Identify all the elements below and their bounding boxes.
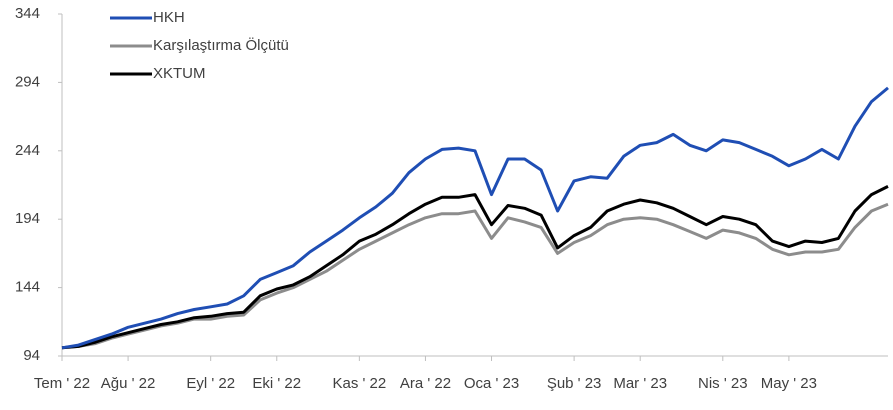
x-tick-label: Oca ' 23 [464, 375, 519, 392]
x-tick-label: Kas ' 22 [332, 375, 386, 392]
legend-label: HKH [153, 9, 185, 26]
x-tick-label: Ara ' 22 [400, 375, 451, 392]
x-tick-label: Eki ' 22 [252, 375, 301, 392]
x-tick-label: Mar ' 23 [613, 375, 667, 392]
y-tick-label: 94 [23, 347, 40, 364]
x-tick-label: Eyl ' 22 [186, 375, 235, 392]
y-tick-label: 244 [15, 142, 40, 159]
y-tick-label: 294 [15, 73, 40, 90]
y-tick-label: 144 [15, 279, 40, 296]
x-tick-label: Nis ' 23 [698, 375, 748, 392]
series-line [61, 86, 889, 350]
x-tick-label: Ağu ' 22 [101, 375, 156, 392]
y-tick-label: 194 [15, 210, 40, 227]
legend-label: XKTUM [153, 65, 206, 82]
y-tick-label: 344 [15, 5, 40, 22]
x-tick-label: May ' 23 [761, 375, 817, 392]
legend-label: Karşılaştırma Ölçütü [153, 36, 289, 54]
series-line [61, 202, 889, 350]
x-tick-label: Şub ' 23 [547, 375, 602, 392]
series-line [61, 185, 889, 350]
x-tick-label: Tem ' 22 [34, 375, 90, 392]
